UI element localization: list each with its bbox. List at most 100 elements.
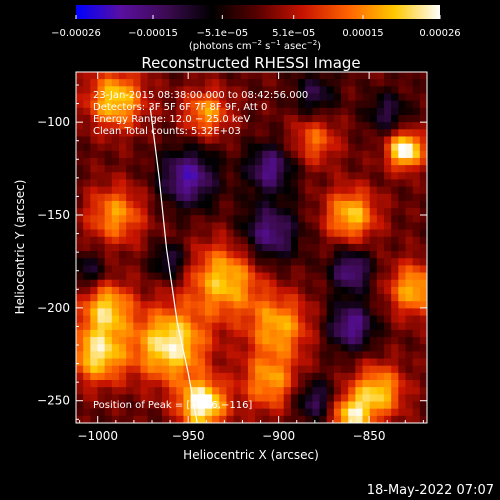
heatmap-cell — [76, 157, 84, 166]
heatmap-cell — [154, 122, 163, 130]
heatmap-cell — [90, 329, 99, 338]
heatmap-cell — [341, 150, 349, 159]
heatmap-cell — [305, 193, 313, 202]
heatmap-cell — [269, 107, 278, 116]
heatmap-cell — [269, 344, 278, 352]
heatmap-cell — [298, 294, 306, 302]
heatmap-cell — [369, 301, 378, 309]
heatmap-cell — [169, 387, 177, 395]
heatmap-cell — [255, 251, 263, 259]
heatmap-cell — [118, 72, 127, 80]
heatmap-cell — [305, 208, 313, 216]
heatmap-cell — [240, 265, 249, 274]
heatmap-cell — [312, 329, 321, 338]
heatmap-cell — [76, 286, 84, 295]
heatmap-cell — [111, 150, 120, 159]
heatmap-cell — [176, 193, 185, 202]
heatmap-cell — [290, 114, 299, 123]
heatmap-cell — [83, 93, 91, 102]
heatmap-cell — [384, 265, 392, 274]
heatmap-cell — [154, 408, 163, 417]
heatmap-cell — [369, 179, 378, 188]
heatmap-cell — [283, 200, 292, 209]
heatmap-cell — [312, 129, 321, 138]
heatmap-cell — [204, 193, 213, 202]
heatmap-cell — [147, 351, 156, 360]
heatmap-cell — [76, 208, 84, 216]
heatmap-cell — [197, 344, 206, 352]
heatmap-cell — [147, 365, 156, 374]
heatmap-cell — [111, 315, 120, 324]
heatmap-cell — [154, 208, 163, 216]
heatmap-cell — [255, 286, 263, 295]
heatmap-cell — [161, 172, 170, 181]
heatmap-cell — [183, 372, 192, 381]
heatmap-cell — [161, 322, 170, 331]
heatmap-cell — [362, 294, 371, 302]
heatmap-cell — [276, 372, 285, 381]
heatmap-cell — [90, 372, 99, 381]
heatmap-cell — [212, 150, 220, 159]
heatmap-cell — [369, 329, 378, 338]
heatmap-cell — [305, 415, 313, 423]
heatmap-cell — [140, 179, 149, 188]
heatmap-cell — [262, 258, 270, 266]
heatmap-cell — [240, 415, 249, 423]
heatmap-cell — [398, 79, 407, 87]
heatmap-cell — [362, 251, 371, 259]
heatmap-cell — [183, 408, 192, 417]
heatmap-cell — [376, 243, 385, 252]
heatmap-cell — [197, 258, 206, 266]
heatmap-cell — [169, 279, 177, 288]
heatmap-cell — [369, 222, 378, 231]
heatmap-cell — [219, 93, 228, 102]
heatmap-cell — [391, 415, 399, 423]
heatmap-cell — [90, 172, 99, 181]
heatmap-cell — [348, 100, 356, 109]
heatmap-cell — [405, 294, 414, 302]
heatmap-cell — [90, 107, 99, 116]
heatmap-cell — [169, 372, 177, 381]
heatmap-cell — [369, 286, 378, 295]
heatmap-cell — [190, 358, 199, 367]
heatmap-cell — [355, 279, 364, 288]
heatmap-cell — [90, 251, 99, 259]
heatmap-cell — [118, 129, 127, 138]
heatmap-cell — [419, 258, 427, 266]
heatmap-cell — [247, 86, 256, 95]
heatmap-cell — [369, 215, 378, 224]
heatmap-cell — [319, 344, 328, 352]
heatmap-cell — [104, 107, 113, 116]
heatmap-cell — [348, 279, 356, 288]
heatmap-cell — [319, 372, 328, 381]
heatmap-cell — [233, 380, 242, 388]
heatmap-cell — [83, 208, 91, 216]
heatmap-cell — [76, 294, 84, 302]
heatmap-cell — [305, 93, 313, 102]
heatmap-cell — [161, 100, 170, 109]
heatmap-cell — [226, 243, 235, 252]
heatmap-cell — [362, 114, 371, 123]
heatmap-cell — [362, 193, 371, 202]
heatmap-cell — [255, 236, 263, 245]
heatmap-cell — [197, 329, 206, 338]
heatmap-cell — [212, 408, 220, 417]
heatmap-cell — [326, 301, 335, 309]
heatmap-cell — [233, 394, 242, 403]
heatmap-cell — [398, 315, 407, 324]
heatmap-cell — [283, 258, 292, 266]
heatmap-cell — [169, 358, 177, 367]
heatmap-cell — [219, 344, 228, 352]
heatmap-cell — [161, 193, 170, 202]
heatmap-cell — [312, 337, 321, 345]
heatmap-cell — [197, 279, 206, 288]
heatmap-cell — [97, 107, 106, 116]
heatmap-cell — [290, 394, 299, 403]
heatmap-cell — [391, 129, 399, 138]
heatmap-cell — [197, 179, 206, 188]
heatmap-cell — [262, 329, 270, 338]
heatmap-cell — [169, 179, 177, 188]
heatmap-cell — [405, 387, 414, 395]
heatmap-cell — [104, 322, 113, 331]
heatmap-cell — [276, 93, 285, 102]
